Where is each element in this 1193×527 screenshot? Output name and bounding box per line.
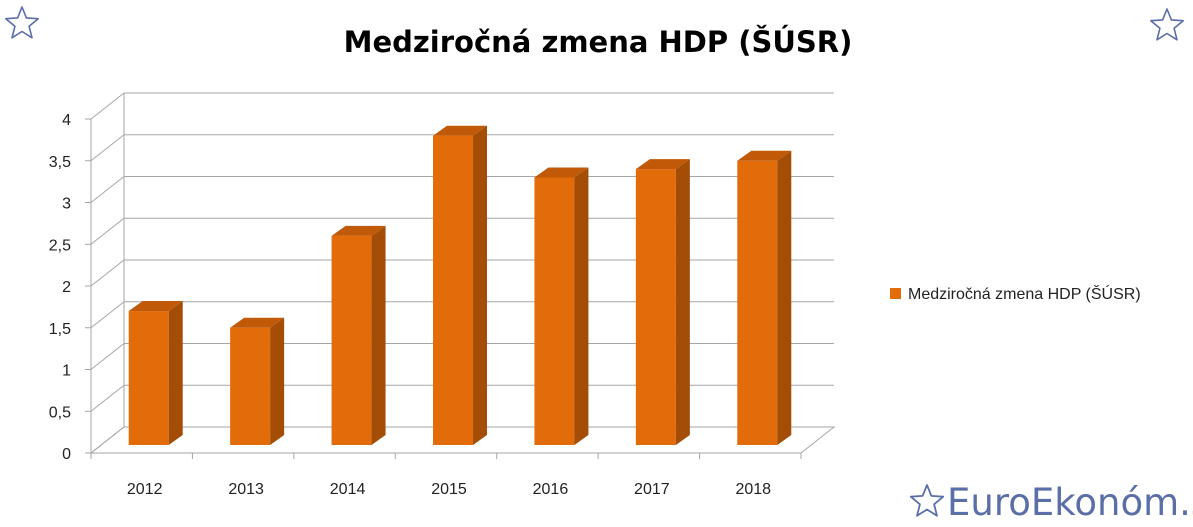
bar-2012 bbox=[128, 301, 183, 445]
bar-side bbox=[371, 225, 386, 445]
gridline-side bbox=[90, 259, 125, 287]
bar-top bbox=[534, 167, 589, 178]
bar-side bbox=[574, 167, 589, 445]
y-tick-label: 1,5 bbox=[49, 321, 71, 338]
bar-top bbox=[737, 150, 792, 161]
bar-front bbox=[331, 235, 372, 445]
y-tick-label: 4 bbox=[62, 112, 71, 129]
gridline-side bbox=[90, 384, 125, 412]
gridline-side bbox=[90, 343, 125, 370]
bar-side bbox=[777, 150, 792, 445]
x-tick-label: 2015 bbox=[431, 481, 467, 498]
x-tick-label: 2014 bbox=[330, 481, 366, 498]
bar-top bbox=[128, 301, 183, 312]
bar-top bbox=[230, 317, 285, 328]
gridline-side bbox=[90, 217, 125, 245]
bar-side bbox=[473, 125, 487, 445]
bar-front bbox=[635, 169, 676, 445]
top-right-star-icon bbox=[1150, 8, 1184, 41]
y-tick-label: 3 bbox=[62, 196, 71, 213]
bar-2013 bbox=[230, 317, 285, 445]
y-tick-label: 2 bbox=[62, 279, 71, 296]
bar-2014 bbox=[331, 225, 386, 445]
gridline-side bbox=[90, 301, 125, 329]
watermark: EuroEkonóm.sk bbox=[909, 481, 1193, 524]
bar-top bbox=[635, 159, 690, 170]
axes bbox=[85, 118, 836, 459]
y-tick-label: 0,5 bbox=[49, 404, 71, 421]
bar-side bbox=[168, 301, 183, 445]
y-tick-label: 0 bbox=[62, 446, 71, 463]
watermark-text: EuroEkonóm.sk bbox=[947, 481, 1193, 524]
chart-title: Medziročná zmena HDP (ŠÚSR) bbox=[344, 25, 853, 59]
x-tick-label: 2018 bbox=[735, 481, 771, 498]
x-tick-label: 2016 bbox=[533, 481, 569, 498]
y-tick-label: 3,5 bbox=[49, 154, 71, 171]
bar-front bbox=[230, 327, 271, 445]
watermark-star-icon bbox=[909, 484, 945, 517]
gridline-side bbox=[90, 134, 125, 162]
bar-top bbox=[433, 125, 487, 136]
gridline-side bbox=[90, 92, 125, 120]
legend-label: Medziročná zmena HDP (ŠÚSR) bbox=[908, 284, 1141, 303]
bar-front bbox=[128, 311, 169, 445]
bar-front bbox=[433, 135, 473, 445]
y-tick-label: 2,5 bbox=[49, 237, 71, 254]
floor bbox=[89, 426, 836, 454]
x-tick-label: 2012 bbox=[127, 481, 163, 498]
x-axis-tick-labels: 2012 2013 2014 2015 2016 2017 2018 bbox=[127, 481, 771, 498]
bar-2016 bbox=[534, 167, 589, 445]
bar-front bbox=[534, 177, 575, 445]
bar-top bbox=[331, 225, 386, 236]
bars bbox=[128, 125, 792, 445]
bar-2018 bbox=[737, 150, 792, 445]
gridline-side bbox=[90, 176, 125, 203]
bar-2017 bbox=[635, 159, 690, 445]
bar-2015 bbox=[433, 125, 487, 445]
bar-side bbox=[675, 159, 690, 445]
legend: Medziročná zmena HDP (ŠÚSR) bbox=[890, 284, 1141, 303]
y-axis-tick-labels: 0 0,5 1 1,5 2 2,5 3 3,5 4 bbox=[49, 112, 71, 463]
bar-side bbox=[270, 317, 285, 445]
legend-swatch bbox=[890, 288, 901, 299]
x-tick-label: 2017 bbox=[634, 481, 670, 498]
y-tick-label: 1 bbox=[62, 363, 71, 380]
bar-front bbox=[737, 160, 778, 445]
x-tick-label: 2013 bbox=[228, 481, 264, 498]
top-left-star-icon bbox=[5, 6, 39, 39]
